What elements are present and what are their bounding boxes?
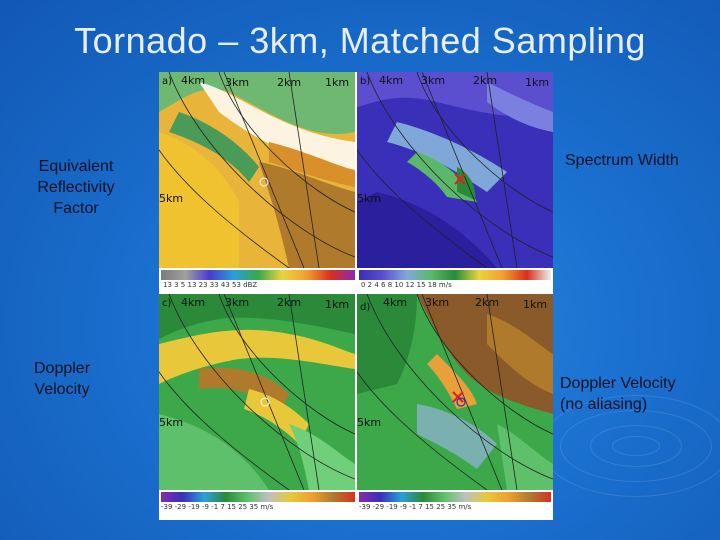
doppler-velocity-map bbox=[159, 294, 355, 490]
panel-b-letter: b) bbox=[360, 76, 371, 87]
range-label: 3km bbox=[425, 296, 450, 309]
range-label: 5km bbox=[357, 416, 382, 429]
range-label: 2km bbox=[473, 74, 498, 87]
panel-d-letter: d) bbox=[360, 302, 371, 313]
range-label: 1km bbox=[325, 76, 350, 89]
spectrum-width-map bbox=[357, 72, 553, 268]
panel-a-letter: a) bbox=[162, 76, 173, 87]
spectrum-colorbar bbox=[359, 270, 551, 280]
range-label: 4km bbox=[379, 74, 404, 87]
spectrum-ticks: 0 2 4 6 8 10 12 15 18 m/s bbox=[361, 281, 452, 289]
doppler-no-aliasing-map bbox=[357, 294, 553, 490]
reflectivity-colorbar bbox=[161, 270, 355, 280]
range-label: 3km bbox=[421, 74, 446, 87]
label-doppler-velocity: Doppler Velocity bbox=[33, 360, 91, 398]
range-label: 3km bbox=[225, 296, 250, 309]
velocity-ticks-d: -39 -29 -19 -9 -1 7 15 25 35 m/s bbox=[359, 503, 472, 511]
panel-doppler-velocity: c) 4km 3km 2km 1km 5km bbox=[159, 294, 355, 490]
panel-doppler-no-aliasing: d) 4km 3km 2km 1km 5km bbox=[357, 294, 553, 490]
range-label: 2km bbox=[277, 76, 302, 89]
panel-c-letter: c) bbox=[162, 298, 172, 309]
reflectivity-ticks: 13 3 5 13 23 33 43 53 dBZ bbox=[163, 281, 258, 289]
velocity-ticks-c: -39 -29 -19 -9 -1 7 15 25 35 m/s bbox=[161, 503, 274, 511]
velocity-colorbar-d bbox=[359, 492, 551, 502]
velocity-colorbar-c bbox=[161, 492, 355, 502]
radar-figure: a) 4km 3km 2km 1km 5km b) 4km 3km bbox=[159, 72, 553, 520]
reflectivity-map bbox=[159, 72, 355, 268]
label-reflectivity: Equivalent Reflectivity Factor bbox=[37, 158, 115, 217]
slide-title: Tornado – 3km, Matched Sampling bbox=[74, 20, 646, 61]
range-label: 3km bbox=[225, 76, 250, 89]
range-label: 4km bbox=[383, 296, 408, 309]
label-doppler-velocity-no-aliasing: Doppler Velocity (no aliasing) bbox=[560, 375, 676, 413]
range-label: 4km bbox=[181, 296, 206, 309]
range-label: 5km bbox=[357, 192, 382, 205]
range-label: 1km bbox=[523, 298, 548, 311]
panel-spectrum-width: b) 4km 3km 2km 1km 5km bbox=[357, 72, 553, 268]
range-label: 5km bbox=[159, 192, 184, 205]
range-label: 1km bbox=[325, 298, 350, 311]
range-label: 2km bbox=[277, 296, 302, 309]
label-spectrum-width: Spectrum Width bbox=[565, 152, 679, 169]
range-label: 5km bbox=[159, 416, 184, 429]
range-label: 2km bbox=[475, 296, 500, 309]
panel-reflectivity: a) 4km 3km 2km 1km 5km bbox=[159, 72, 355, 268]
range-label: 4km bbox=[181, 74, 206, 87]
range-label: 1km bbox=[525, 76, 550, 89]
